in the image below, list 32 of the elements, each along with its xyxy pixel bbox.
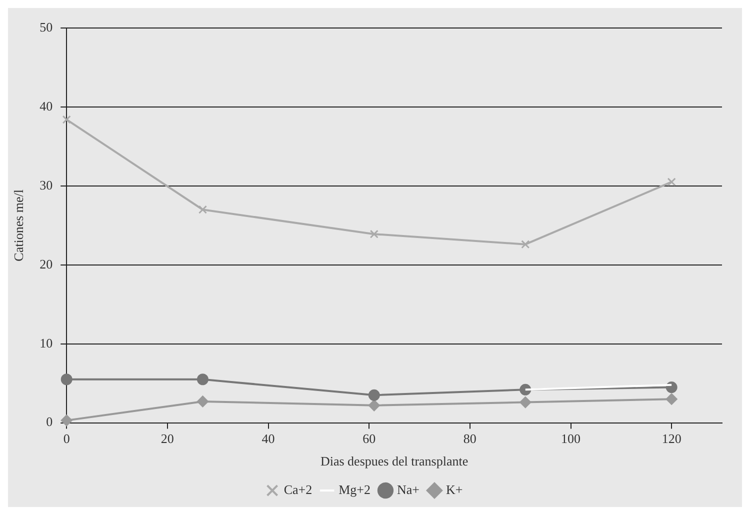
point bbox=[196, 396, 208, 408]
y-tick-label: 30 bbox=[40, 177, 53, 192]
x-tick-label: 80 bbox=[463, 431, 476, 446]
x-tick-label: 40 bbox=[262, 431, 275, 446]
y-tick-label: 0 bbox=[46, 414, 53, 430]
legend-label: Ca+2 bbox=[284, 482, 312, 497]
x-tick-label: 100 bbox=[561, 431, 581, 446]
point bbox=[520, 396, 532, 408]
x-tick-label: 120 bbox=[662, 431, 682, 446]
y-axis-title: Cationes me/l bbox=[11, 189, 26, 262]
x-tick-label: 60 bbox=[362, 431, 376, 446]
y-tick-label: 40 bbox=[40, 98, 53, 114]
point bbox=[198, 205, 208, 214]
point bbox=[368, 400, 380, 412]
y-tick-label: 20 bbox=[40, 256, 53, 272]
y-tick-label: 50 bbox=[40, 19, 53, 34]
point bbox=[196, 374, 208, 386]
legend-label: Na+ bbox=[396, 482, 420, 497]
point bbox=[62, 115, 71, 124]
point bbox=[666, 393, 678, 405]
point bbox=[667, 178, 676, 186]
legend-label: K+ bbox=[446, 482, 463, 497]
point bbox=[368, 389, 380, 401]
point bbox=[60, 374, 72, 386]
x-tick-label: 20 bbox=[160, 431, 174, 446]
x-tick-label: 0 bbox=[63, 431, 70, 446]
point bbox=[60, 414, 72, 426]
point bbox=[521, 240, 530, 249]
x-axis-title: Dias despues del transplante bbox=[320, 454, 468, 469]
legend-label: Mg+2 bbox=[338, 482, 370, 497]
point bbox=[370, 230, 378, 238]
y-tick-label: 10 bbox=[40, 335, 53, 350]
